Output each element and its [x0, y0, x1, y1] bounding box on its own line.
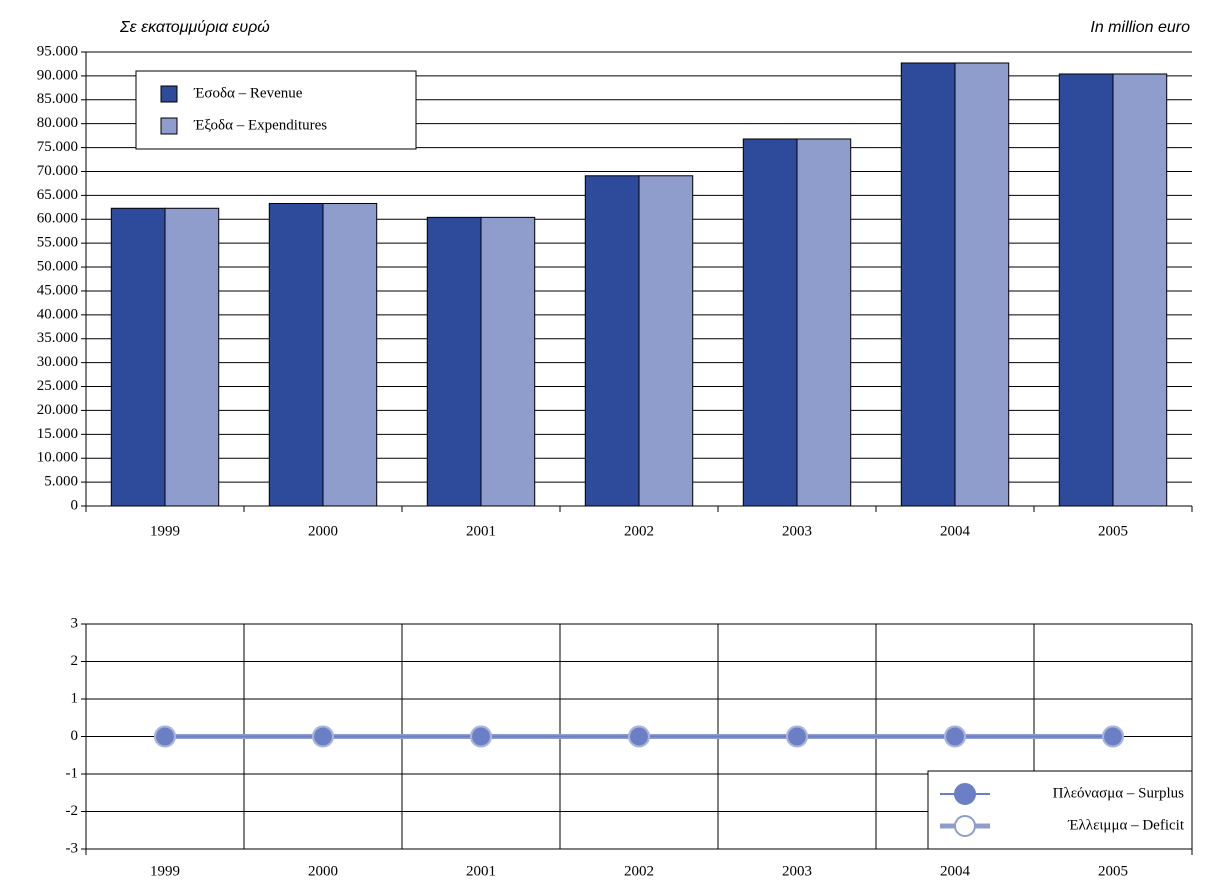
y-tick-label: 75.000	[37, 139, 78, 155]
legend-box	[135, 70, 417, 150]
legend-label: Πλεόνασμα – Surplus	[1053, 785, 1185, 801]
bar	[426, 216, 482, 507]
x-tick-label: 2005	[1098, 863, 1128, 879]
legend-marker	[954, 783, 976, 805]
y-tick-label: 50.000	[37, 258, 78, 274]
bar	[796, 138, 852, 507]
y-tick-label: -1	[66, 765, 79, 781]
y-tick-label: 30.000	[37, 354, 78, 370]
bar	[268, 202, 324, 507]
bar	[1112, 73, 1168, 507]
y-tick-label: 80.000	[37, 115, 78, 131]
marker	[628, 725, 650, 748]
legend-swatch	[160, 117, 178, 135]
y-tick-label: 45.000	[37, 282, 78, 298]
y-tick-label: 65.000	[37, 187, 78, 203]
y-tick-label: 25.000	[37, 378, 78, 394]
y-tick-label: 3	[71, 615, 79, 631]
bar	[1058, 73, 1114, 507]
marker	[470, 725, 492, 748]
x-tick-label: 1999	[150, 523, 180, 539]
x-tick-label: 2002	[624, 523, 654, 539]
bar	[900, 62, 956, 507]
x-tick-label: 2002	[624, 863, 654, 879]
bar	[110, 207, 166, 507]
y-tick-label: 1	[71, 690, 79, 706]
y-tick-label: 90.000	[37, 67, 78, 83]
y-tick-label: -2	[66, 803, 79, 819]
x-tick-label: 2000	[308, 523, 338, 539]
marker	[1102, 725, 1124, 748]
bar	[480, 216, 536, 507]
y-tick-label: 60.000	[37, 211, 78, 227]
y-tick-label: 15.000	[37, 426, 78, 442]
y-tick-label: 5.000	[44, 474, 78, 490]
y-tick-label: 55.000	[37, 235, 78, 251]
unit-note: In million euro	[1090, 19, 1190, 36]
legend-marker	[954, 815, 976, 837]
x-tick-label: 2003	[782, 523, 812, 539]
bar	[742, 138, 798, 507]
x-tick-label: 2003	[782, 863, 812, 879]
marker	[154, 725, 176, 748]
x-tick-label: 2004	[940, 523, 971, 539]
y-tick-label: 0	[71, 497, 79, 513]
marker	[786, 725, 808, 748]
y-tick-label: 0	[71, 728, 79, 744]
marker	[312, 725, 334, 748]
legend-label: Έσοδα – Revenue	[193, 85, 303, 101]
y-tick-label: 10.000	[37, 450, 78, 466]
legend-swatch	[160, 85, 178, 103]
x-tick-label: 1999	[150, 863, 180, 879]
y-tick-label: 70.000	[37, 163, 78, 179]
bar	[322, 202, 378, 507]
y-tick-label: 40.000	[37, 306, 78, 322]
bar	[638, 175, 694, 507]
marker	[944, 725, 966, 748]
y-tick-label: 20.000	[37, 402, 78, 418]
y-tick-label: -3	[66, 840, 79, 856]
x-tick-label: 2001	[466, 863, 496, 879]
legend-label: Έξοδα – Expenditures	[193, 117, 327, 133]
x-tick-label: 2001	[466, 523, 496, 539]
bar	[954, 62, 1010, 507]
y-tick-label: 35.000	[37, 330, 78, 346]
y-tick-label: 85.000	[37, 91, 78, 107]
y-tick-label: 95.000	[37, 43, 78, 59]
x-tick-label: 2000	[308, 863, 338, 879]
bar	[164, 207, 220, 507]
x-tick-label: 2004	[940, 863, 971, 879]
x-tick-label: 2005	[1098, 523, 1128, 539]
unit-note: Σε εκατομμύρια ευρώ	[119, 19, 270, 36]
legend-label: Έλλειμμα – Deficit	[1067, 817, 1185, 833]
y-tick-label: 2	[71, 653, 79, 669]
legend-box	[927, 770, 1193, 850]
bar	[584, 175, 640, 507]
